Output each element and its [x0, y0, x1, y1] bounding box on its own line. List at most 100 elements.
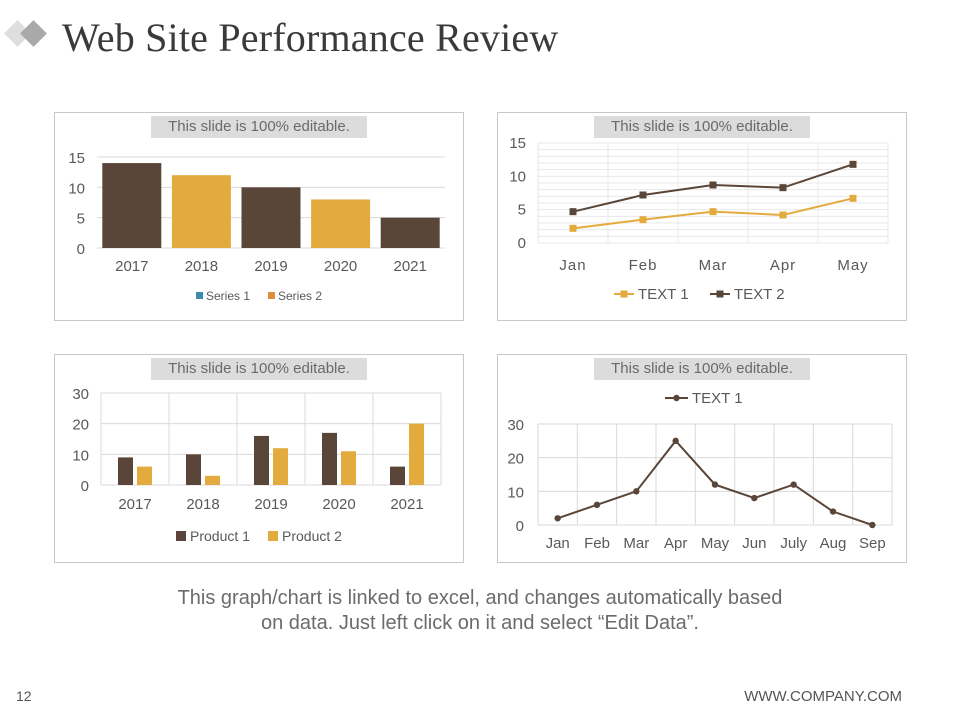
bar	[409, 423, 424, 485]
data-point	[593, 501, 601, 508]
legend-swatch	[268, 531, 278, 541]
data-point	[751, 494, 758, 502]
x-tick-label: May	[701, 535, 730, 552]
bar	[380, 217, 440, 248]
x-tick-label: Apr	[770, 257, 796, 274]
x-tick-label: Aug	[820, 535, 847, 552]
x-tick-label: 2019	[254, 496, 287, 513]
data-point	[554, 515, 561, 522]
caption-line-1: This graph/chart is linked to excel, and…	[177, 587, 783, 609]
data-point	[633, 488, 640, 495]
bar	[241, 187, 301, 248]
x-tick-label: 2020	[322, 496, 355, 513]
legend-marker	[620, 290, 628, 298]
data-point	[849, 160, 857, 168]
page-number: 12	[16, 688, 32, 704]
data-point	[849, 194, 857, 202]
data-point	[672, 437, 679, 445]
data-point	[709, 181, 717, 189]
data-point	[569, 208, 577, 216]
x-tick-label: Apr	[664, 535, 687, 552]
legend-label: Product 1	[190, 528, 250, 544]
caption-line-2: on data. Just left click on it and selec…	[261, 612, 699, 634]
y-tick-label: 30	[72, 386, 89, 403]
diamond-logo-icon	[4, 20, 47, 47]
x-tick-label: Jan	[546, 535, 570, 552]
legend-label: Series 1	[206, 289, 250, 303]
bar-chart-3: 0 10 20 30 2017 2018 2019 2020 2021 Product 1 Prod…	[72, 386, 442, 544]
bar	[390, 466, 405, 485]
y-tick-label: 5	[77, 211, 85, 228]
bar	[137, 466, 152, 485]
legend-marker	[716, 290, 724, 298]
legend-swatch	[176, 531, 186, 541]
editable-banner: This slide is 100% editable.	[594, 358, 810, 380]
line-chart-4: 0 10 20 30 Jan Feb Mar Apr May Jun July Aug Sep TEXT …	[507, 390, 893, 552]
bar	[273, 448, 288, 485]
x-tick-label: 2019	[254, 258, 287, 275]
y-tick-label: 20	[507, 451, 524, 468]
y-tick-label: 10	[507, 484, 524, 501]
x-tick-label: 2021	[390, 496, 423, 513]
y-tick-label: 10	[509, 168, 526, 185]
legend-swatch	[196, 292, 203, 299]
x-tick-label: Feb	[584, 535, 610, 552]
y-tick-label: 0	[81, 478, 89, 495]
bar	[254, 435, 269, 485]
slide-title: Web Site Performance Review	[62, 15, 559, 60]
x-tick-label: Mar	[623, 535, 649, 552]
data-point	[829, 508, 837, 515]
data-point	[711, 481, 719, 488]
editable-banner: This slide is 100% editable.	[594, 116, 810, 138]
x-tick-label: July	[780, 535, 807, 552]
legend-label: TEXT 1	[638, 286, 689, 303]
bar	[102, 163, 162, 248]
y-tick-label: 0	[518, 235, 526, 252]
x-tick-label: May	[837, 257, 868, 274]
editable-banner: This slide is 100% editable.	[151, 116, 367, 138]
y-tick-label: 10	[72, 447, 89, 464]
x-tick-label: Sep	[859, 535, 886, 552]
chart-panel-3[interactable]: This slide is 100% editable. 0 10 20 30 2017…	[54, 354, 464, 563]
chart-panel-2[interactable]: This slide is 100% editable. 0 5 10 15 Jan Fe…	[497, 112, 907, 321]
legend-marker	[673, 394, 680, 402]
data-point	[869, 521, 876, 529]
x-tick-label: 2018	[186, 496, 219, 513]
y-tick-label: 5	[518, 202, 526, 219]
x-tick-label: Feb	[629, 257, 658, 274]
y-tick-label: 20	[72, 417, 89, 434]
bar	[311, 199, 371, 248]
line-chart-2: 0 5 10 15 Jan Feb Mar Apr May TEXT 1 TEXT 2	[509, 135, 889, 303]
x-tick-label: 2017	[118, 496, 151, 513]
website-url[interactable]: WWW.COMPANY.COM	[744, 688, 902, 705]
bar	[118, 457, 133, 485]
y-tick-label: 30	[507, 417, 524, 434]
x-tick-label: 2021	[394, 258, 427, 275]
data-point	[709, 208, 717, 216]
legend-label: TEXT 1	[692, 390, 743, 407]
data-point	[779, 184, 787, 192]
y-tick-label: 10	[68, 180, 85, 197]
caption-text: This graph/chart is linked to excel, and…	[120, 586, 840, 636]
bar-chart-1: 0 5 10 15 2017 2018 2019 2020 2021 Series 1 Series…	[68, 150, 445, 303]
x-tick-label: 2020	[324, 258, 357, 275]
bar	[205, 475, 220, 485]
bar	[341, 451, 356, 485]
y-tick-label: 0	[77, 241, 85, 258]
data-point	[569, 224, 577, 232]
legend-label: Product 2	[282, 528, 342, 544]
bar	[322, 432, 337, 485]
x-tick-label: Mar	[699, 257, 728, 274]
x-tick-label: 2018	[185, 258, 218, 275]
chart-panel-4[interactable]: This slide is 100% editable. 0 10 20 30 Jan F…	[497, 354, 907, 563]
legend-label: Series 2	[278, 289, 322, 303]
x-tick-label: Jan	[559, 257, 586, 274]
chart-panel-1[interactable]: This slide is 100% editable. 0 5 10 15 2017 2…	[54, 112, 464, 321]
data-point	[790, 481, 797, 488]
legend-label: TEXT 2	[734, 286, 785, 303]
legend-swatch	[268, 292, 275, 299]
x-tick-label: Jun	[742, 535, 766, 552]
x-tick-label: 2017	[115, 258, 148, 275]
editable-banner: This slide is 100% editable.	[151, 358, 367, 380]
y-tick-label: 15	[509, 135, 526, 152]
